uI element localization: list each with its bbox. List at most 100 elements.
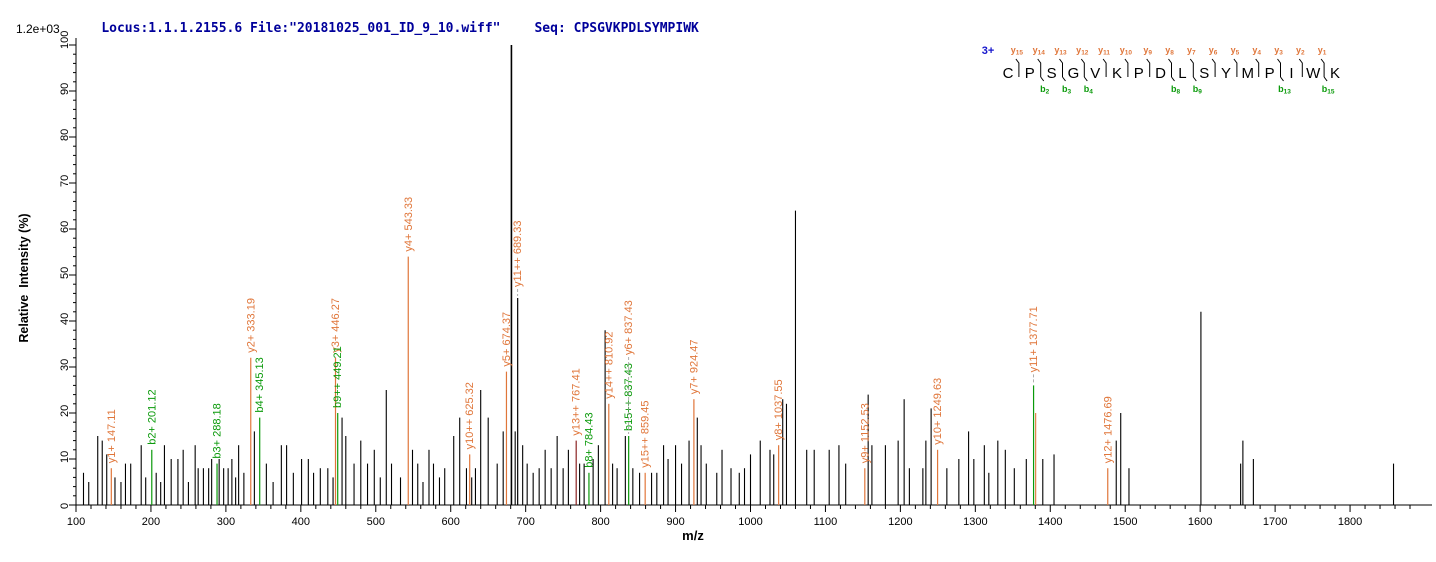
ladder-y-ion-label: y14 (1033, 45, 1046, 57)
x-tick-label: 1400 (1038, 516, 1062, 528)
x-tick-label: 100 (67, 516, 85, 528)
ladder-y-ion-label: y1 (1318, 45, 1327, 57)
fragmentation-mark-b (1083, 76, 1088, 82)
peak-label-y4p: y4+ 543.33 (403, 197, 415, 252)
residue-letter: S (1047, 65, 1057, 82)
ladder-y-ion-label: y3 (1274, 45, 1283, 57)
ladder-b-ion-label: b13 (1278, 84, 1291, 96)
fragmentation-mark (1168, 58, 1172, 77)
peak-label-y13pp: y13++ 767.41 (571, 368, 583, 435)
peak-label-y12p: y12+ 1476.69 (1102, 396, 1114, 463)
peak-label-b8p: b8+ 784.43 (583, 412, 595, 467)
ladder-b-ion-label: b3 (1062, 84, 1072, 96)
ladder-b-ion-label: b2 (1040, 84, 1050, 96)
x-tick-label: 900 (666, 516, 684, 528)
fragmentation-mark (1298, 58, 1303, 77)
peak-label-y14pp: y14++ 810.92 (603, 332, 615, 399)
residue-letter: S (1199, 65, 1209, 82)
x-tick-label: 400 (292, 516, 310, 528)
residue-letter: P (1025, 65, 1035, 82)
y-tick-label: 20 (59, 405, 71, 417)
y-tick-label: 0 (59, 503, 71, 509)
y-tick-label: 40 (59, 313, 71, 325)
peak-label-b4p: b4+ 345.13 (254, 357, 266, 412)
fragmentation-mark-b (1171, 76, 1175, 82)
y-tick-label: 30 (59, 359, 71, 371)
residue-letter: L (1178, 65, 1186, 82)
ladder-y-ion-label: y6 (1209, 45, 1218, 57)
x-tick-label: 800 (591, 516, 609, 528)
header-sequence: Seq: CPSGVKPDLSYMPIWK (534, 21, 699, 36)
fragmentation-mark-b (1062, 76, 1066, 82)
peak-label-b9pp: b9++ 449.21 (332, 346, 344, 408)
residue-letter: G (1068, 65, 1080, 82)
peak-label-y11pp: y11++ 689.33 (512, 221, 524, 287)
ladder-y-ion-label: y15 (1011, 45, 1024, 57)
ladder-y-ion-label: y5 (1231, 45, 1240, 57)
fragmentation-mark (1189, 58, 1194, 77)
fragmentation-mark (1233, 58, 1238, 77)
fragmentation-mark (1015, 58, 1020, 77)
y-tick-label: 10 (59, 451, 71, 463)
header-locus-file: Locus:1.1.1.2155.6 File:"20181025_001_ID… (101, 21, 501, 36)
fragmentation-mark (1059, 58, 1063, 77)
ladder-b-ion-label: b8 (1171, 84, 1181, 96)
peak-label-y6p: y6+ 837.43 (623, 300, 635, 355)
fragmentation-mark (1255, 58, 1260, 77)
y-tick-label: 100 (59, 31, 71, 49)
fragmentation-mark (1320, 58, 1325, 77)
residue-letter: P (1265, 65, 1275, 82)
ladder-y-ion-label: y10 (1120, 45, 1133, 57)
peak-label-y7p: y7+ 924.47 (688, 339, 700, 394)
peak-label-y15pp: y15++ 859.45 (640, 401, 652, 468)
fragmentation-mark-b (1323, 76, 1328, 82)
ladder-y-ion-label: y4 (1252, 45, 1261, 57)
peak-label-y2p: y2+ 333.19 (245, 298, 257, 353)
x-tick-label: 1000 (738, 516, 762, 528)
x-tick-label: 1200 (888, 516, 912, 528)
intensity-scale-label: 1.2e+03 (16, 22, 60, 36)
x-tick-label: 500 (367, 516, 385, 528)
ladder-y-ion-label: y8 (1165, 45, 1174, 57)
fragmentation-mark-b (1192, 76, 1197, 82)
x-tick-label: 600 (442, 516, 460, 528)
x-tick-label: 1500 (1113, 516, 1137, 528)
residue-letter: I (1289, 65, 1293, 82)
y-tick-label: 70 (59, 175, 71, 187)
y-tick-label: 60 (59, 221, 71, 233)
ladder-y-ion-label: y13 (1054, 45, 1067, 57)
ladder-b-ion-label: b4 (1084, 84, 1094, 96)
peak-label-b3p: b3+ 288.18 (212, 403, 224, 458)
residue-letter: K (1330, 65, 1340, 82)
peak-label-y5p: y5+ 674.37 (501, 312, 513, 367)
ladder-b-ion-label: b15 (1322, 84, 1335, 96)
x-tick-label: 1100 (814, 516, 838, 528)
ladder-y-ion-label: y9 (1143, 45, 1152, 57)
residue-letter: P (1134, 65, 1144, 82)
fragmentation-mark-b (1280, 76, 1284, 82)
peak-label-y8p: y8+ 1037.55 (773, 379, 785, 440)
x-tick-label: 300 (217, 516, 235, 528)
y-tick-label: 50 (59, 267, 71, 279)
fragmentation-mark (1102, 58, 1107, 77)
residue-letter: W (1306, 65, 1321, 82)
x-tick-label: 200 (142, 516, 160, 528)
fragmentation-mark (1037, 58, 1042, 77)
residue-letter: D (1155, 65, 1166, 82)
residue-letter: C (1003, 65, 1014, 82)
peak-label-y3p: y3+ 446.27 (330, 298, 342, 353)
x-tick-label: 1600 (1188, 516, 1212, 528)
precursor-charge-label: 3+ (982, 45, 995, 57)
fragmentation-mark (1124, 58, 1129, 77)
peak-label-y10pp: y10++ 625.32 (464, 382, 476, 449)
peak-label-y1p: y1+ 147.11 (106, 409, 118, 463)
residue-letter: K (1112, 65, 1122, 82)
fragmentation-mark (1080, 58, 1085, 77)
fragmentation-mark-b (1040, 76, 1045, 82)
ladder-b-ion-label: b9 (1193, 84, 1203, 96)
ladder-y-ion-label: y2 (1296, 45, 1305, 57)
fragmentation-mark (1211, 58, 1216, 77)
ladder-y-ion-label: y12 (1076, 45, 1089, 57)
y-tick-label: 90 (59, 83, 71, 95)
